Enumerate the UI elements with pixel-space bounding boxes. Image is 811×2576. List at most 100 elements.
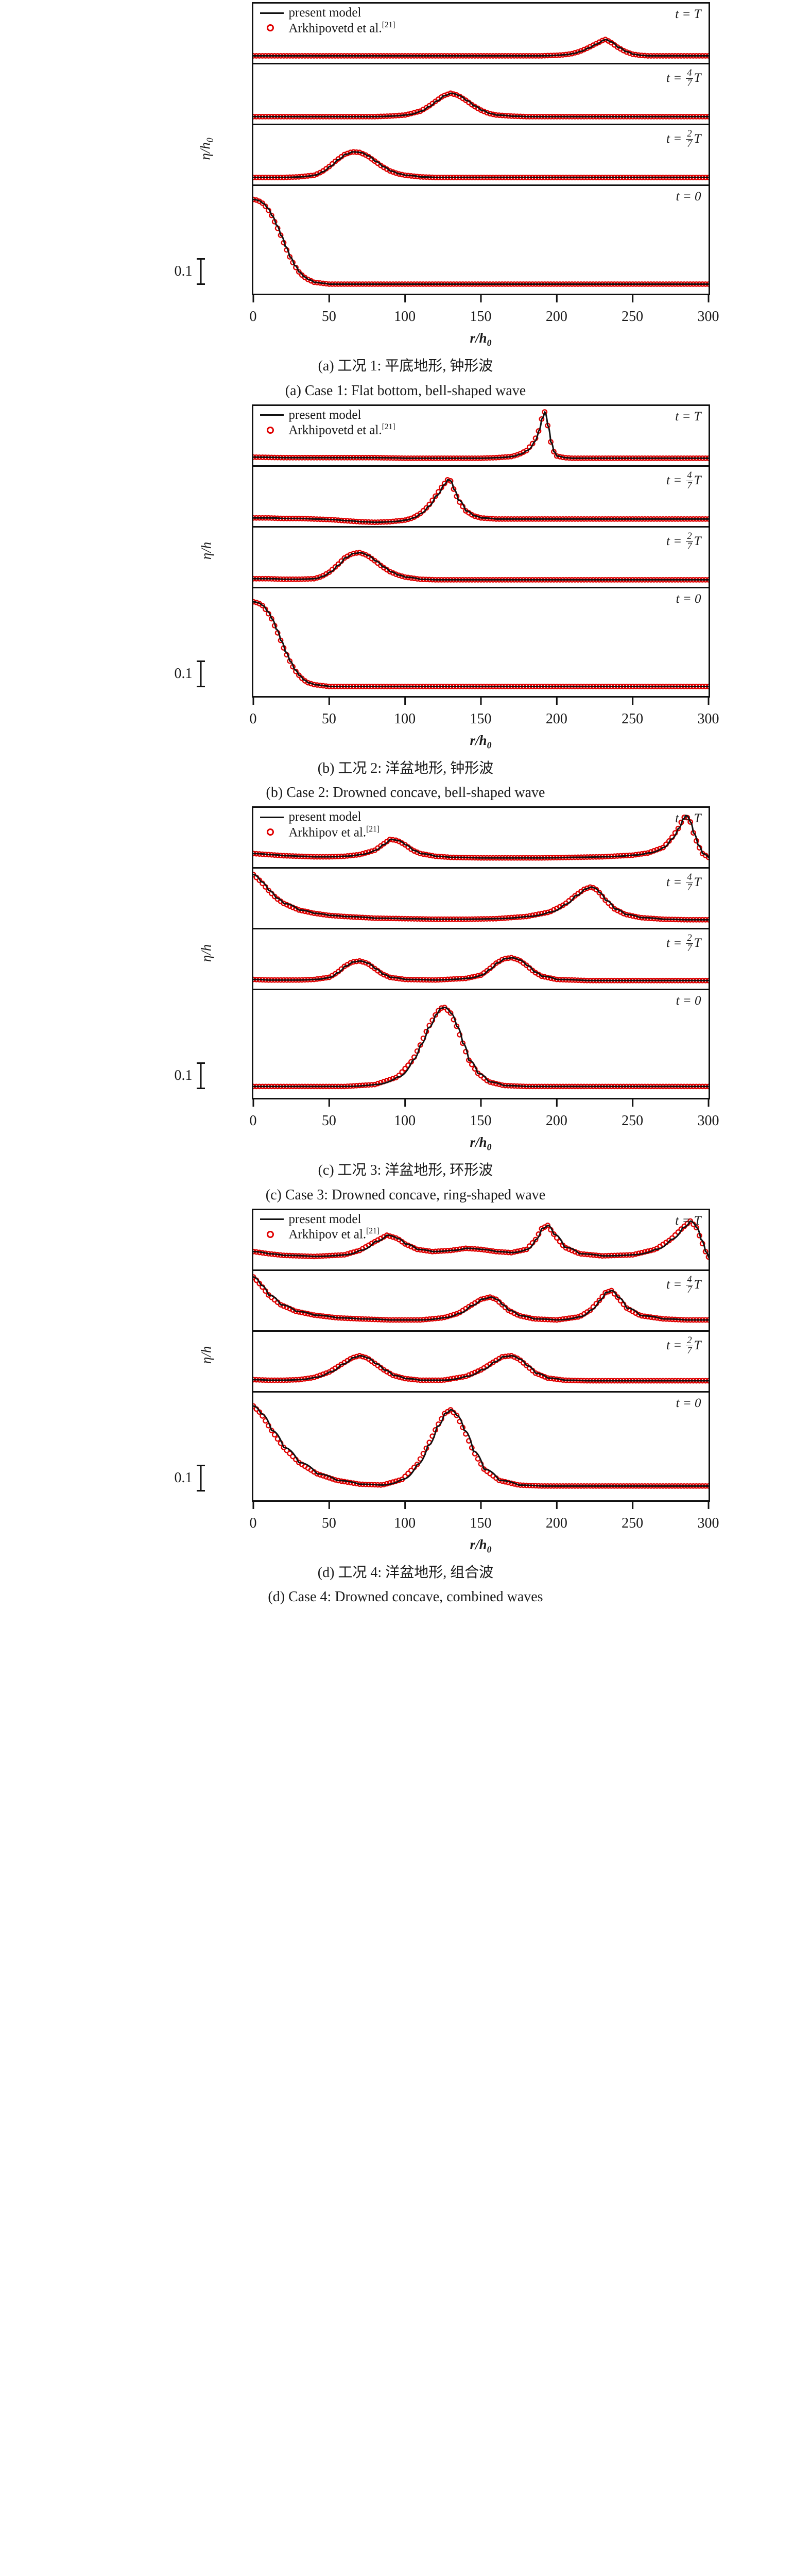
legend-row-present: present model [260,1212,380,1227]
curve-svg [253,599,709,689]
x-tick-label: 50 [321,710,336,727]
scale-bar-bracket [196,660,205,687]
legend-row-reference: Arkhipovetd et al.[21] [260,21,395,36]
present-model-curve [253,1276,709,1321]
x-tick-label: 100 [394,1113,416,1129]
x-axis-title: r/h0 [470,732,492,750]
curve-svg [253,196,709,287]
line-swatch-icon [260,1218,284,1220]
x-tick-label: 100 [394,309,416,325]
x-tick-label: 200 [545,710,567,727]
x-axis-title: r/h0 [470,330,492,348]
legend-row-present: present model [260,408,395,423]
x-tick-labels: 0 50 100 150 200 250 300 [250,1113,719,1133]
x-axis: 0 50 100 150 200 250 300 [249,1501,719,1536]
x-tick-label: 300 [697,1515,719,1531]
curve-svg [253,815,709,861]
x-tick-label: 200 [545,1515,567,1531]
subplot-a-0: t = T [251,2,710,63]
present-model-curve [253,479,709,523]
scale-bar-bracket [196,258,205,285]
x-tick-label: 50 [321,309,336,325]
caption-english-a: (a) Case 1: Flat bottom, bell-shaped wav… [285,382,526,399]
present-model-curve [253,601,709,687]
reference-markers [253,1403,709,1489]
y-axis-label: η/h [198,541,214,560]
line-swatch-icon [260,12,284,14]
subplot-d-3: t = 0 [251,1391,710,1502]
x-tick-labels: 0 50 100 150 200 250 300 [250,309,719,329]
y-axis-label: η/h0 [197,137,215,160]
legend-label-reference: Arkhipov et al.[21] [288,1227,380,1242]
y-axis-label: η/h [198,944,214,962]
present-model-curve [253,957,709,981]
present-model-curve [253,1220,709,1258]
scale-bar: 0.1 [175,1464,205,1492]
reference-markers [253,1005,709,1090]
x-tick-labels: 0 50 100 150 200 250 300 [249,710,719,732]
x-tick-label: 200 [545,309,567,325]
x-tick-label: 0 [249,1515,257,1531]
x-axis-ticks [252,697,709,705]
scale-bar-label: 0.1 [174,1067,193,1083]
curve-svg [253,477,709,525]
x-tick-label: 100 [394,1515,416,1531]
x-tick-label: 100 [394,710,416,727]
present-model-curve [253,1354,709,1382]
x-tick-label: 300 [697,1113,719,1129]
x-tick-label: 150 [470,1113,492,1129]
legend-label-present: present model [288,1212,361,1226]
curve-svg [253,149,709,180]
present-model-curve [253,1405,709,1487]
circle-marker-icon [260,24,284,32]
curve-svg [253,1274,709,1323]
reference-markers [253,1352,709,1383]
caption-english-b: (b) Case 2: Drowned concave, bell-shaped… [266,785,545,801]
x-axis-ticks [252,295,709,302]
caption-english-d: (d) Case 4: Drowned concave, combined wa… [268,1589,543,1605]
scale-bar: 0.1 [175,660,205,687]
time-label-a-0: t = T [675,7,701,21]
curve-svg [253,872,709,923]
subplot-b-0: t = T [251,404,710,465]
x-tick-label: 250 [622,1515,644,1531]
line-swatch-icon [260,816,284,818]
legend-label-reference: Arkhipov et al.[21] [288,824,380,840]
caption-chinese-b: (b) 工况 2: 洋盆地形, 钟形波 [317,760,494,776]
legend-label-present: present model [288,6,361,20]
legend-label-reference: Arkhipovetd et al.[21] [288,20,395,36]
x-tick-label: 150 [470,1515,492,1531]
subplot-c-0: t = T [251,806,710,867]
subplot-a-3: t = 0 [251,184,710,295]
curve-svg [253,549,709,583]
legend: present model Arkhipov et al.[21] [260,809,380,840]
present-model-curve [253,1006,709,1088]
subplot-c-3: t = 0 [251,989,710,1099]
scale-bar-label: 0.1 [174,665,193,682]
x-axis-title: r/h0 [470,1134,492,1153]
circle-marker-icon [260,1230,284,1239]
x-tick-label: 0 [249,710,257,727]
line-swatch-icon [260,414,284,416]
x-axis: 0 50 100 150 200 250 300 [250,295,719,329]
caption-english-c: (c) Case 3: Drowned concave, ring-shaped… [265,1187,546,1203]
time-label-d-0: t = T [675,1213,701,1228]
present-model-curve [253,151,709,178]
caption-chinese-d: (d) 工况 4: 洋盆地形, 组合波 [317,1564,494,1581]
curve-svg [253,1218,709,1260]
x-tick-labels: 0 50 100 150 200 250 300 [249,1515,719,1536]
subplot-d-0: t = T [251,1208,710,1269]
